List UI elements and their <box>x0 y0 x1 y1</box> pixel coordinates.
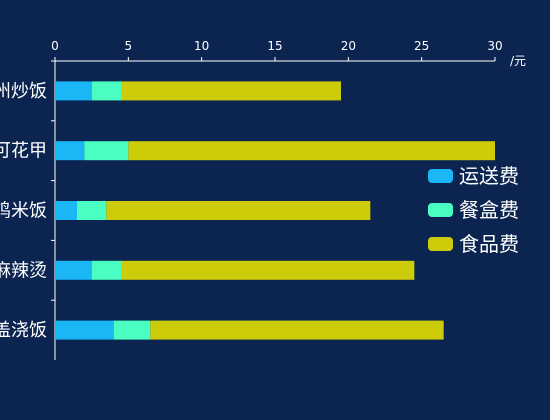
legend-label: 食品费 <box>459 232 519 256</box>
bar-segment <box>84 141 129 161</box>
y-category-label: 州炒饭 <box>0 81 47 102</box>
bar-segment <box>91 81 121 101</box>
x-tick-label: 15 <box>267 39 282 53</box>
x-tick-label: 20 <box>341 39 356 53</box>
bars <box>55 81 496 340</box>
bar-segment <box>77 201 107 220</box>
legend-swatch <box>428 203 453 217</box>
bar-segment <box>121 260 415 280</box>
x-tick-label: 5 <box>125 39 133 53</box>
bar-segment <box>128 141 496 161</box>
legend-swatch <box>428 237 453 251</box>
y-category-label: 鸡米饭 <box>0 201 47 222</box>
x-tick-label: 30 <box>487 39 502 53</box>
y-category-label: 可花甲 <box>0 141 47 162</box>
x-tick-label: 25 <box>414 39 429 53</box>
y-category-label: 麻辣烫 <box>0 260 47 281</box>
bar-segment <box>121 81 341 101</box>
x-axis-unit: /元 <box>510 54 526 68</box>
bar-segment <box>55 201 77 220</box>
y-category-label: 盖浇饭 <box>0 320 47 341</box>
bar-segment <box>55 81 92 101</box>
legend-label: 餐盒费 <box>459 198 519 222</box>
bar-segment <box>113 320 151 340</box>
legend-label: 运送费 <box>459 164 519 188</box>
bar-segment <box>150 320 444 340</box>
bar-segment <box>55 141 85 161</box>
legend-swatch <box>428 169 453 183</box>
bar-segment <box>55 260 92 280</box>
x-axis: 0 5 10 15 20 25 30 /元 <box>51 39 526 68</box>
bar-segment <box>106 201 371 220</box>
bar-segment <box>55 320 114 340</box>
bar-segment <box>91 260 121 280</box>
x-tick-label: 0 <box>51 39 59 53</box>
x-tick-label: 10 <box>194 39 209 53</box>
